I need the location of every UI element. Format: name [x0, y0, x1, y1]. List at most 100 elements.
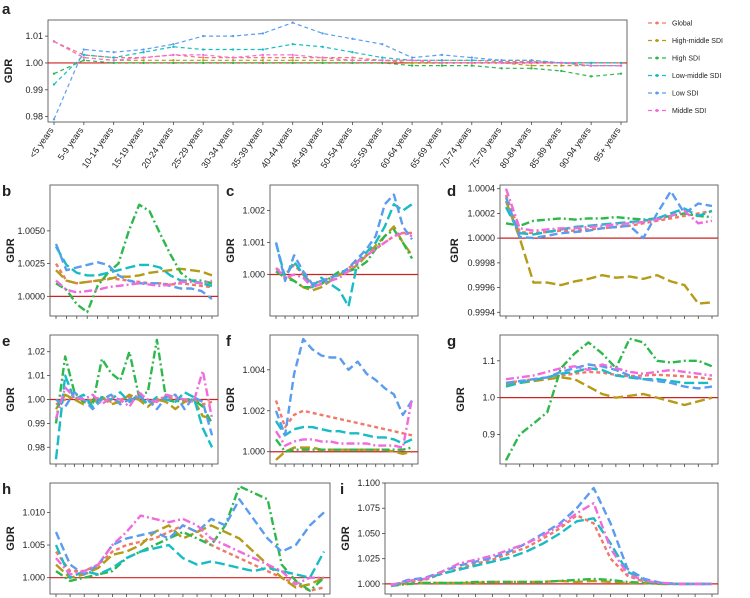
y-tick-label: 1.025	[357, 554, 380, 564]
data-point	[82, 56, 86, 59]
data-point	[560, 69, 563, 73]
y-tick-label: 1.005	[22, 540, 45, 550]
data-point	[52, 72, 56, 75]
data-point	[82, 59, 86, 62]
y-tick-label: 1.000	[242, 447, 265, 457]
data-point	[291, 53, 294, 57]
data-point	[52, 118, 56, 121]
data-point	[351, 56, 354, 59]
y-tick-label: 1.075	[357, 503, 380, 513]
y-tick-label: 1.002	[242, 206, 265, 216]
legend-swatch-point	[655, 74, 659, 77]
series-line-low-middle-sdi	[505, 367, 712, 388]
data-point	[202, 59, 205, 62]
data-point	[440, 64, 444, 67]
series-line-middle-sdi	[53, 40, 621, 67]
legend-swatch-point	[655, 56, 659, 60]
y-tick-label: 1.100	[357, 478, 380, 488]
legend-swatch-point	[655, 39, 659, 42]
y-tick-label: 1.050	[357, 528, 380, 538]
series-line-high-middle-sdi	[54, 393, 213, 420]
series-line-low-middle-sdi	[53, 43, 621, 85]
data-point	[172, 61, 175, 65]
data-point	[112, 56, 115, 59]
panel-letter: c	[226, 183, 234, 200]
series-line-global	[274, 400, 413, 437]
y-tick-label: 1.000	[22, 573, 45, 583]
data-point	[381, 42, 384, 46]
data-point	[470, 64, 473, 67]
x-tick-label: 95+ years	[592, 125, 623, 164]
panel-letter: d	[447, 183, 456, 200]
data-point	[172, 42, 175, 46]
data-point	[500, 59, 503, 62]
data-point	[291, 21, 294, 24]
data-point	[52, 40, 56, 43]
series-line-low-middle-sdi	[54, 246, 213, 288]
data-point	[291, 61, 294, 65]
data-point	[560, 64, 563, 67]
data-point	[231, 59, 235, 62]
y-tick-label: 1.01	[25, 31, 43, 41]
x-tick-label: 5-9 years	[56, 125, 86, 162]
data-point	[172, 45, 175, 49]
data-point	[351, 37, 354, 40]
y-axis-label: GDR	[225, 387, 237, 412]
series-line-low-sdi	[274, 337, 414, 437]
data-point	[410, 61, 414, 65]
y-tick-label: 0.98	[25, 112, 43, 122]
data-point	[202, 61, 205, 65]
legend-swatch-point	[655, 109, 659, 112]
data-point	[202, 53, 205, 57]
y-tick-label: 1.0000	[17, 291, 45, 301]
data-point	[172, 53, 175, 57]
y-tick-label: 0.9998	[467, 258, 495, 268]
y-tick-label: 1.000	[242, 269, 265, 279]
y-axis-label: GDR	[340, 526, 352, 551]
series-line-low-sdi	[54, 243, 213, 300]
data-point	[589, 64, 593, 67]
series-line-high-middle-sdi	[275, 225, 413, 292]
data-point	[440, 59, 444, 62]
data-point	[321, 45, 324, 49]
data-point	[619, 64, 623, 67]
data-point	[261, 61, 265, 65]
data-point	[112, 59, 115, 62]
panel-e: e 0.98 0.99 1.00 1.01 1.02 GDR	[2, 333, 219, 467]
y-tick-label: 1.0004	[467, 184, 495, 194]
data-point	[291, 42, 294, 46]
data-point	[410, 56, 414, 59]
data-point	[321, 32, 324, 35]
y-axis-label: GDR	[5, 238, 17, 263]
data-point	[142, 56, 145, 59]
y-axis-label: GDR	[225, 238, 237, 263]
series-line-low-middle-sdi	[504, 206, 713, 236]
data-point	[351, 61, 354, 65]
series-line-low-sdi	[504, 189, 713, 240]
data-point	[470, 61, 473, 65]
y-tick-label: 1.000	[357, 579, 380, 589]
data-point	[321, 56, 324, 59]
y-tick-label: 0.98	[27, 442, 45, 452]
legend: Global High-middle SDI High SDI Low-middle …	[648, 21, 723, 115]
data-point	[381, 61, 384, 65]
data-point	[261, 59, 265, 62]
series-line-middle-sdi	[505, 363, 713, 381]
series-line-high-middle-sdi	[55, 267, 213, 285]
data-point	[261, 53, 265, 57]
y-tick-label: 1.004	[242, 365, 265, 375]
data-point	[530, 64, 533, 67]
data-point	[231, 34, 235, 38]
data-point	[202, 34, 205, 38]
y-tick-label: 1.00	[25, 58, 43, 68]
plot-frame	[49, 184, 219, 317]
panel-h: h 1.000 1.005 1.010 GDR	[2, 481, 331, 597]
y-tick-label: 0.9996	[467, 283, 495, 293]
plot-frame	[269, 184, 419, 317]
data-point	[381, 56, 384, 59]
series-line-low-middle-sdi	[274, 420, 413, 445]
data-point	[381, 59, 384, 62]
data-point	[261, 56, 265, 59]
data-point	[112, 61, 115, 65]
